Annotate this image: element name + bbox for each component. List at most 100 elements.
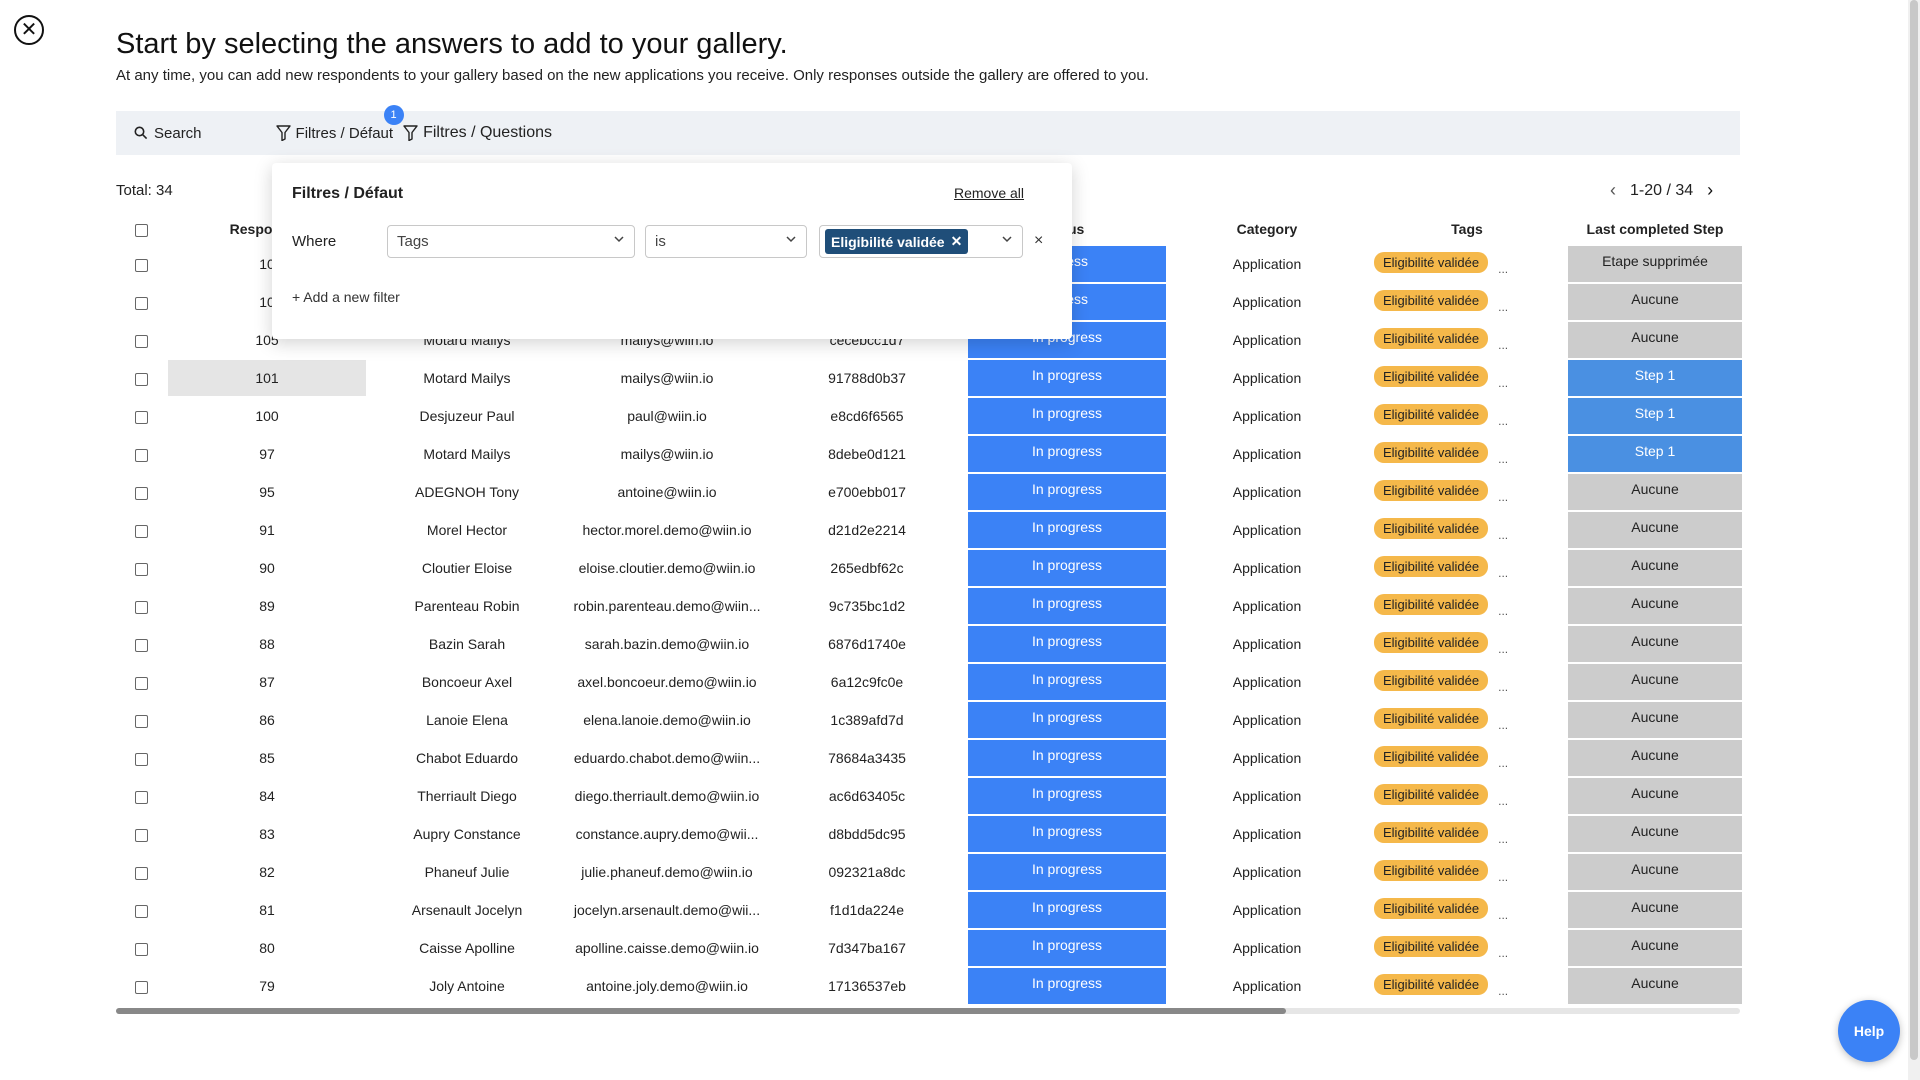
more-tags-button[interactable]: ... — [1498, 300, 1509, 314]
more-tags-button[interactable]: ... — [1498, 832, 1509, 846]
close-icon[interactable]: ✕ — [14, 15, 44, 45]
table-row[interactable]: 101 Motard Mailys mailys@wiin.io 91788d0b37… — [116, 360, 1742, 396]
table-row[interactable]: 90 Cloutier Eloise eloise.cloutier.demo@wi… — [116, 550, 1742, 586]
more-tags-button[interactable]: ... — [1498, 604, 1509, 618]
row-checkbox[interactable] — [134, 904, 148, 918]
table-row[interactable]: 79 Joly Antoine antoine.joly.demo@wiin.io 1… — [116, 968, 1742, 1004]
table-row[interactable]: 82 Phaneuf Julie julie.phaneuf.demo@wiin.i… — [116, 854, 1742, 890]
table-row[interactable]: 88 Bazin Sarah sarah.bazin.demo@wiin.io 687… — [116, 626, 1742, 662]
vertical-scrollbar[interactable] — [1908, 0, 1920, 1080]
more-tags-button[interactable]: ... — [1498, 490, 1509, 504]
table-row[interactable]: 89 Parenteau Robin robin.parenteau.demo@wi… — [116, 588, 1742, 624]
select-all-checkbox[interactable] — [134, 223, 148, 237]
more-tags-button[interactable]: ... — [1498, 908, 1509, 922]
remove-chip-icon[interactable]: ✕ — [950, 233, 963, 249]
row-checkbox[interactable] — [134, 942, 148, 956]
table-row[interactable]: 81 Arsenault Jocelyn jocelyn.arsenault.dem… — [116, 892, 1742, 928]
more-tags-button[interactable]: ... — [1498, 566, 1509, 580]
row-checkbox[interactable] — [134, 638, 148, 652]
filter-value-select[interactable]: Eligibilité validée ✕ — [819, 225, 1023, 258]
row-checkbox[interactable] — [134, 410, 148, 424]
table-row[interactable]: 105 Motard Mailys mailys@wiin.io cecebcc1d7… — [116, 322, 1742, 358]
col-header-last-step[interactable]: Last completed Step — [1568, 214, 1742, 244]
cell-last-step: Step 1 — [1568, 436, 1742, 472]
search-button[interactable]: Search — [134, 125, 202, 142]
table-row[interactable]: 80 Caisse Apolline apolline.caisse.demo@wi… — [116, 930, 1742, 966]
horizontal-scrollbar[interactable] — [116, 1008, 1740, 1014]
row-checkbox[interactable] — [134, 524, 148, 538]
more-tags-button[interactable]: ... — [1498, 262, 1509, 276]
chevron-left-icon[interactable]: ‹ — [1610, 180, 1616, 200]
row-checkbox[interactable] — [134, 790, 148, 804]
table-row[interactable]: 87 Boncoeur Axel axel.boncoeur.demo@wiin.i… — [116, 664, 1742, 700]
more-tags-button[interactable]: ... — [1498, 338, 1509, 352]
row-checkbox[interactable] — [134, 486, 148, 500]
help-button[interactable]: Help — [1838, 1000, 1900, 1062]
cell-email: hector.morel.demo@wiin.io — [568, 512, 766, 548]
vertical-scrollbar-thumb[interactable] — [1910, 0, 1918, 1060]
col-header-category[interactable]: Category — [1168, 214, 1366, 244]
row-checkbox[interactable] — [134, 980, 148, 994]
table-row[interactable]: 83 Aupry Constance constance.aupry.demo@wi… — [116, 816, 1742, 852]
col-header-tags[interactable]: Tags — [1368, 214, 1566, 244]
cell-response-id: 81 — [168, 892, 366, 928]
row-checkbox[interactable] — [134, 296, 148, 310]
more-tags-button[interactable]: ... — [1498, 946, 1509, 960]
row-checkbox[interactable] — [134, 562, 148, 576]
remove-filter-row-icon[interactable]: × — [1034, 232, 1044, 249]
more-tags-button[interactable]: ... — [1498, 984, 1509, 998]
row-checkbox[interactable] — [134, 372, 148, 386]
more-tags-button[interactable]: ... — [1498, 718, 1509, 732]
cell-category: Application — [1168, 892, 1366, 928]
cell-status: In progress — [968, 740, 1166, 776]
table-row[interactable]: 100 Desjuzeur Paul paul@wiin.io e8cd6f6565 I… — [116, 398, 1742, 434]
row-checkbox[interactable] — [134, 752, 148, 766]
more-tags-button[interactable]: ... — [1498, 414, 1509, 428]
cell-name: Bazin Sarah — [368, 626, 566, 662]
table-row[interactable]: 84 Therriault Diego diego.therriault.demo@… — [116, 778, 1742, 814]
page-range: 1-20 / 34 — [1630, 181, 1694, 199]
table-row[interactable]: 86 Lanoie Elena elena.lanoie.demo@wiin.io 1… — [116, 702, 1742, 738]
row-checkbox[interactable] — [134, 676, 148, 690]
table-row[interactable]: 97 Motard Mailys mailys@wiin.io 8debe0d121 I… — [116, 436, 1742, 472]
remove-all-link[interactable]: Remove all — [954, 185, 1025, 201]
more-tags-button[interactable]: ... — [1498, 756, 1509, 770]
row-checkbox[interactable] — [134, 600, 148, 614]
cell-name: Aupry Constance — [368, 816, 566, 852]
filter-questions-button[interactable]: Filtres / Questions — [403, 124, 552, 142]
cell-tags: Eligibilité validée... — [1368, 664, 1566, 700]
more-tags-button[interactable]: ... — [1498, 528, 1509, 542]
horizontal-scrollbar-thumb[interactable] — [116, 1008, 1286, 1014]
checkbox — [116, 588, 166, 624]
filter-operator-select[interactable]: is — [645, 225, 807, 258]
more-tags-button[interactable]: ... — [1498, 794, 1509, 808]
filter-field-select[interactable]: Tags — [387, 225, 635, 258]
more-tags-button[interactable]: ... — [1498, 642, 1509, 656]
cell-email: axel.boncoeur.demo@wiin.io — [568, 664, 766, 700]
add-filter-link[interactable]: + Add a new filter — [292, 289, 400, 305]
row-checkbox[interactable] — [134, 258, 148, 272]
table-row[interactable]: 91 Morel Hector hector.morel.demo@wiin.io d… — [116, 512, 1742, 548]
checkbox — [116, 626, 166, 662]
table-row[interactable]: 95 ADEGNOH Tony antoine@wiin.io e700ebb017 I… — [116, 474, 1742, 510]
funnel-icon — [275, 125, 291, 141]
row-checkbox[interactable] — [134, 714, 148, 728]
row-checkbox[interactable] — [134, 866, 148, 880]
chevron-right-icon[interactable]: › — [1707, 180, 1714, 200]
more-tags-button[interactable]: ... — [1498, 376, 1509, 390]
cell-name: ADEGNOH Tony — [368, 474, 566, 510]
table-row[interactable]: 85 Chabot Eduardo eduardo.chabot.demo@wiin… — [116, 740, 1742, 776]
tag-chip: Eligibilité validée — [1374, 556, 1489, 577]
filter-operator-value: is — [655, 233, 666, 250]
cell-tags: Eligibilité validée... — [1368, 740, 1566, 776]
more-tags-button[interactable]: ... — [1498, 452, 1509, 466]
filter-defaut-button[interactable]: Filtres / Défaut 1 — [275, 104, 404, 142]
checkbox — [116, 246, 166, 282]
row-checkbox[interactable] — [134, 334, 148, 348]
cell-last-step: Aucune — [1568, 284, 1742, 320]
row-checkbox[interactable] — [134, 448, 148, 462]
more-tags-button[interactable]: ... — [1498, 680, 1509, 694]
more-tags-button[interactable]: ... — [1498, 870, 1509, 884]
cell-tags: Eligibilité validée... — [1368, 360, 1566, 396]
row-checkbox[interactable] — [134, 828, 148, 842]
